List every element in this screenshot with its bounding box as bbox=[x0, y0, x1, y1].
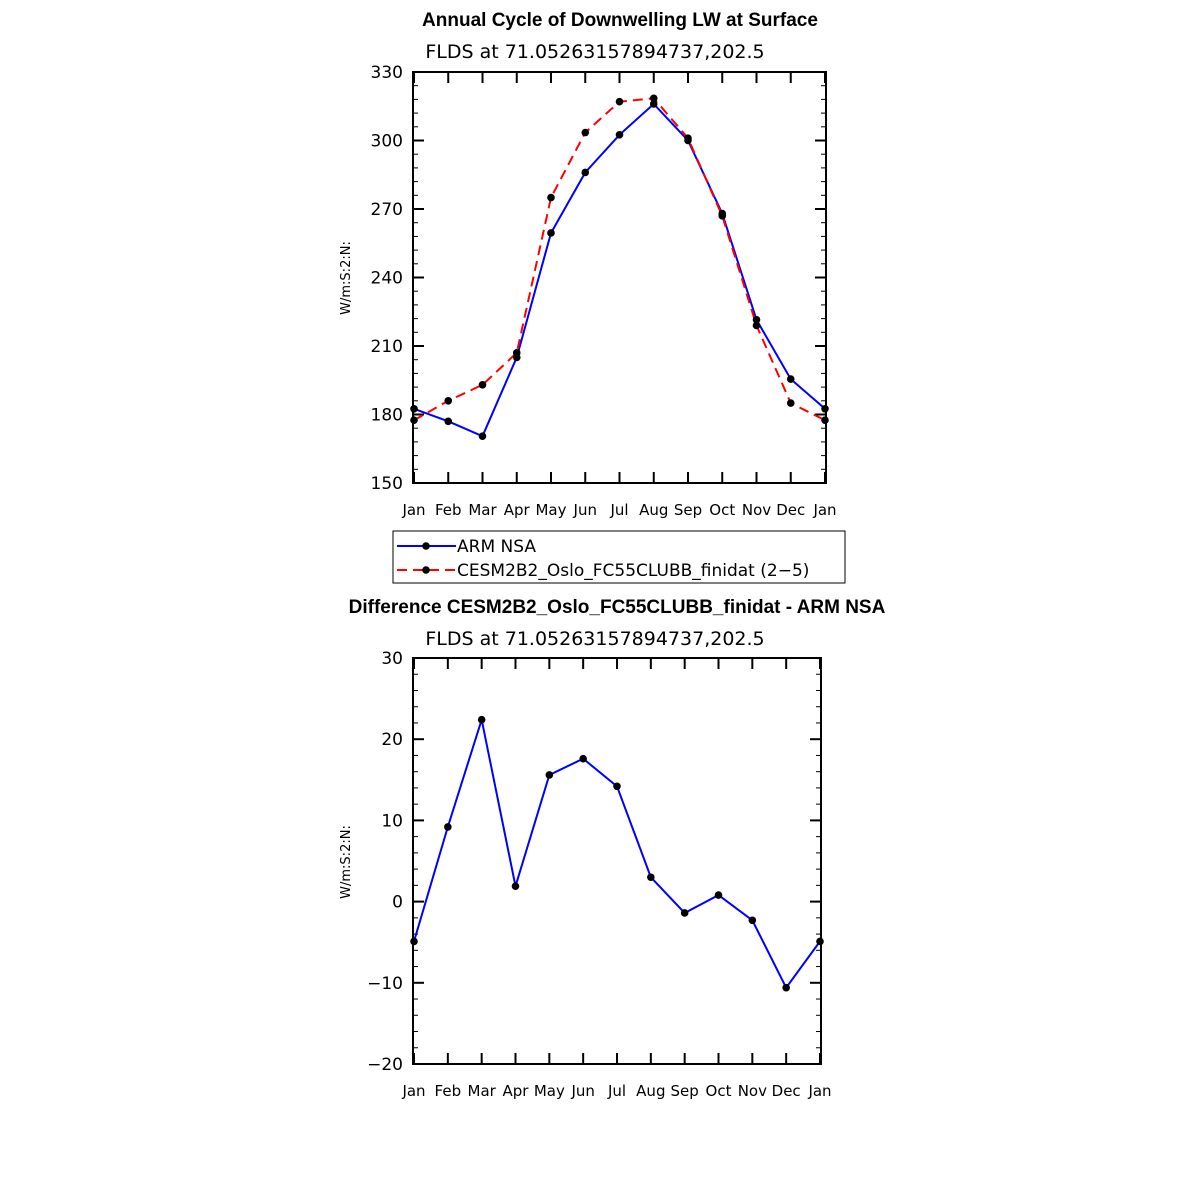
data-point bbox=[410, 937, 418, 946]
data-point bbox=[718, 212, 727, 220]
x-tick-label: Aug bbox=[636, 1082, 665, 1100]
y-tick-label: 240 bbox=[371, 269, 403, 289]
y-tick-label: 0 bbox=[392, 893, 403, 913]
data-point bbox=[410, 404, 418, 413]
x-tick-label: Jan bbox=[807, 1082, 831, 1100]
data-point bbox=[511, 882, 520, 890]
data-point bbox=[444, 417, 453, 426]
data-point bbox=[512, 349, 521, 357]
data-point bbox=[478, 381, 487, 389]
chart-subtitle: FLDS at 71.05263157894737,202.5 bbox=[425, 41, 764, 63]
x-tick-label: Nov bbox=[738, 1082, 767, 1100]
x-tick-label: Dec bbox=[772, 1082, 801, 1100]
data-point bbox=[752, 315, 761, 324]
y-tick-label: 330 bbox=[371, 63, 403, 83]
data-point bbox=[444, 397, 453, 405]
x-tick-label: May bbox=[534, 1082, 565, 1100]
x-tick-label: Dec bbox=[776, 501, 805, 519]
plot-axes: 150 180 210 240 270 300 330 Jan Feb Mar Apr May Jun J… bbox=[371, 63, 837, 519]
data-point bbox=[680, 909, 689, 917]
x-tick-label: Jan bbox=[401, 1082, 425, 1100]
data-point bbox=[547, 229, 555, 237]
x-tick-label: Aug bbox=[639, 501, 668, 519]
legend-label-arm-nsa: ARM NSA bbox=[457, 537, 536, 557]
data-point bbox=[786, 399, 795, 407]
x-tick-label: Sep bbox=[671, 1082, 699, 1100]
data-point bbox=[714, 891, 723, 899]
y-axis-label: W/m:S:2:N: bbox=[339, 241, 354, 315]
chart-title: Difference CESM2B2_Oslo_FC55CLUBB_finida… bbox=[349, 597, 886, 618]
chart-subtitle: FLDS at 71.05263157894737,202.5 bbox=[425, 628, 764, 650]
series-line-0 bbox=[413, 102, 826, 438]
legend-label-cesm: CESM2B2_Oslo_FC55CLUBB_finidat (2−5) bbox=[457, 561, 809, 581]
x-tick-label: Jul bbox=[609, 501, 628, 519]
y-tick-label: −10 bbox=[367, 974, 403, 994]
difference-chart: Difference CESM2B2_Oslo_FC55CLUBB_finida… bbox=[339, 597, 886, 1100]
data-point bbox=[752, 321, 761, 330]
data-point bbox=[478, 432, 487, 440]
y-tick-label: 180 bbox=[371, 406, 403, 426]
data-point bbox=[782, 983, 790, 992]
legend-marker-arm-nsa bbox=[422, 542, 430, 550]
x-tick-label: Oct bbox=[709, 501, 735, 519]
y-tick-label: 270 bbox=[371, 200, 403, 220]
x-tick-label: Feb bbox=[435, 501, 462, 519]
data-point bbox=[786, 375, 795, 383]
y-tick-label: −20 bbox=[367, 1055, 403, 1075]
y-tick-label: 10 bbox=[381, 811, 403, 831]
x-tick-label: Jun bbox=[570, 1082, 594, 1100]
x-tick-label: Apr bbox=[503, 1082, 530, 1100]
data-point bbox=[684, 134, 692, 143]
data-point bbox=[821, 416, 829, 425]
data-point bbox=[547, 193, 555, 202]
data-point bbox=[821, 404, 829, 413]
data-point bbox=[581, 128, 590, 137]
data-point bbox=[615, 130, 624, 139]
plot-frame bbox=[412, 657, 822, 1065]
data-point bbox=[748, 916, 757, 925]
x-tick-label: Jan bbox=[401, 501, 425, 519]
x-tick-label: Apr bbox=[504, 501, 531, 519]
data-point bbox=[477, 715, 486, 724]
y-tick-label: 210 bbox=[371, 337, 403, 357]
y-tick-label: 20 bbox=[381, 730, 403, 750]
legend-box bbox=[392, 530, 846, 584]
data-point bbox=[545, 771, 554, 779]
x-tick-label: Feb bbox=[435, 1082, 462, 1100]
series-group bbox=[410, 94, 829, 440]
data-point bbox=[579, 754, 587, 763]
series-group bbox=[410, 715, 824, 992]
x-tick-label: Oct bbox=[706, 1082, 732, 1100]
data-point bbox=[647, 873, 655, 882]
x-tick-label: Sep bbox=[674, 501, 702, 519]
data-point bbox=[615, 97, 624, 106]
data-point bbox=[613, 782, 621, 791]
data-point bbox=[649, 100, 658, 108]
series-line-0 bbox=[413, 715, 821, 990]
data-point bbox=[816, 937, 824, 946]
x-tick-label: May bbox=[535, 501, 566, 519]
data-point bbox=[649, 94, 658, 103]
legend-marker-cesm bbox=[422, 566, 430, 574]
series-line-1 bbox=[413, 97, 826, 422]
data-point bbox=[581, 168, 590, 177]
y-tick-label: 150 bbox=[371, 474, 403, 494]
data-point bbox=[444, 823, 452, 831]
x-tick-label: Nov bbox=[742, 501, 771, 519]
chart-title: Annual Cycle of Downwelling LW at Surfac… bbox=[422, 10, 818, 31]
y-tick-label: 30 bbox=[381, 649, 403, 669]
legend: ARM NSA CESM2B2_Oslo_FC55CLUBB_finidat (… bbox=[392, 530, 846, 584]
x-tick-label: Jul bbox=[607, 1082, 626, 1100]
x-tick-label: Mar bbox=[468, 1082, 497, 1100]
x-tick-label: Jun bbox=[573, 501, 597, 519]
x-tick-label: Mar bbox=[468, 501, 497, 519]
x-tick-label: Jan bbox=[812, 501, 836, 519]
y-axis-label: W/m:S:2:N: bbox=[339, 825, 354, 899]
data-point bbox=[410, 416, 418, 425]
plot-axes: −20 −10 0 10 20 30 Jan Feb Mar Apr May Jun Jul Aug Sep… bbox=[367, 649, 831, 1100]
annual-cycle-chart: Annual Cycle of Downwelling LW at Surfac… bbox=[339, 10, 837, 519]
y-tick-label: 300 bbox=[371, 132, 403, 152]
